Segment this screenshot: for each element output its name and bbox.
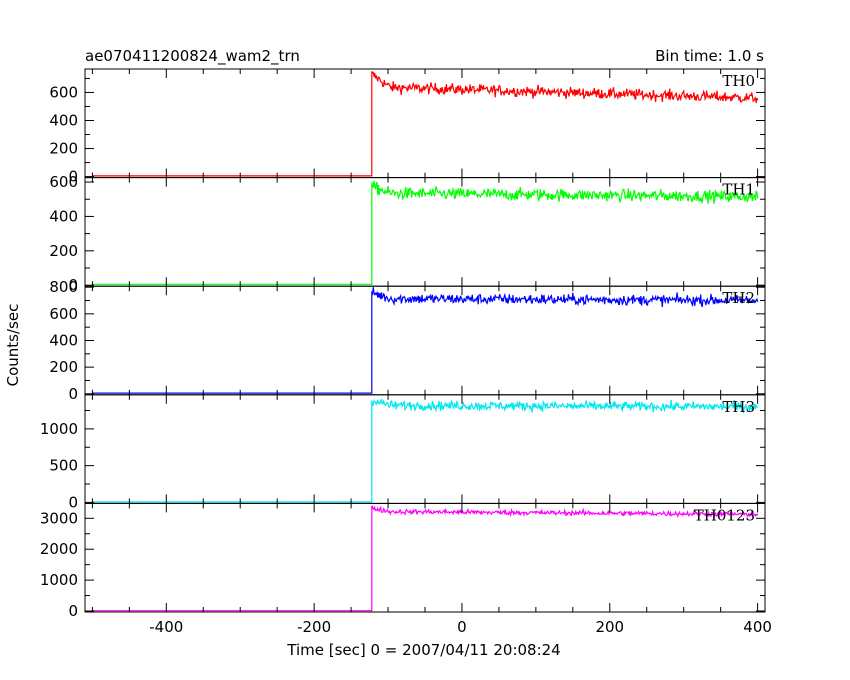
- panel-th0123: 0 1000 2000 3000 TH0123: [40, 502, 766, 620]
- y-tick-label: 200: [49, 358, 78, 376]
- series-line-th1: [92, 180, 759, 285]
- panel-th3: 0 500 1000 TH3: [40, 394, 766, 511]
- x-tick-label: -200: [297, 618, 331, 636]
- x-tick-label: 0: [457, 618, 467, 636]
- x-tick-label: 400: [743, 618, 772, 636]
- y-tick-label: 1000: [40, 420, 78, 438]
- bin-time-label: Bin time: 1.0 s: [655, 47, 764, 65]
- panel-name-label: TH1: [722, 181, 755, 199]
- series-line-th2: [92, 287, 759, 394]
- series-line-th0123: [92, 505, 759, 612]
- y-tick-label: 3000: [40, 509, 78, 527]
- panel-name-label: TH3: [722, 398, 755, 416]
- y-tick-label: 0: [68, 385, 78, 403]
- panel-th2: 0 200 400 600 800 TH2: [49, 278, 766, 403]
- y-axis-label: Counts/sec: [4, 304, 22, 387]
- series-line-th0: [92, 71, 759, 177]
- y-tick-label: 400: [49, 111, 78, 129]
- y-tick-label: 600: [49, 305, 78, 323]
- y-tick-label: 0: [68, 602, 78, 620]
- panel-th1: 0 200 400 600 TH1: [49, 173, 766, 294]
- series-line-th3: [92, 398, 759, 503]
- y-tick-label: 0: [68, 493, 78, 511]
- y-tick-label: 2000: [40, 540, 78, 558]
- chart-title: ae070411200824_wam2_trn: [85, 47, 300, 66]
- x-axis-label: Time [sec] 0 = 2007/04/11 20:08:24: [286, 641, 560, 659]
- panel-name-label: TH0123: [694, 506, 755, 524]
- panel-frame: [84, 394, 766, 504]
- y-tick-label: 500: [49, 457, 78, 475]
- y-tick-label: 200: [49, 140, 78, 158]
- y-tick-label: 400: [49, 207, 78, 225]
- y-tick-label: 1000: [40, 571, 78, 589]
- y-tick-label: 600: [49, 173, 78, 191]
- panel-th0: 0 200 400 600 TH0: [49, 68, 766, 186]
- y-tick-label: 800: [49, 278, 78, 296]
- y-tick-label: 600: [49, 83, 78, 101]
- x-tick-label: 200: [595, 618, 624, 636]
- x-tick-label: -400: [149, 618, 183, 636]
- y-tick-label: 200: [49, 242, 78, 260]
- panel-name-label: TH2: [722, 289, 755, 307]
- panel-frame: [84, 502, 766, 613]
- panels-group: 0 200 400 600 TH0 0 200 400 600 TH1 0 200 400 600 800 T…: [40, 68, 772, 636]
- panel-frame: [84, 68, 766, 179]
- y-tick-label: 0: [68, 276, 78, 294]
- y-tick-label: 400: [49, 332, 78, 350]
- y-tick-label: 0: [68, 168, 78, 186]
- panel-name-label: TH0: [722, 72, 755, 90]
